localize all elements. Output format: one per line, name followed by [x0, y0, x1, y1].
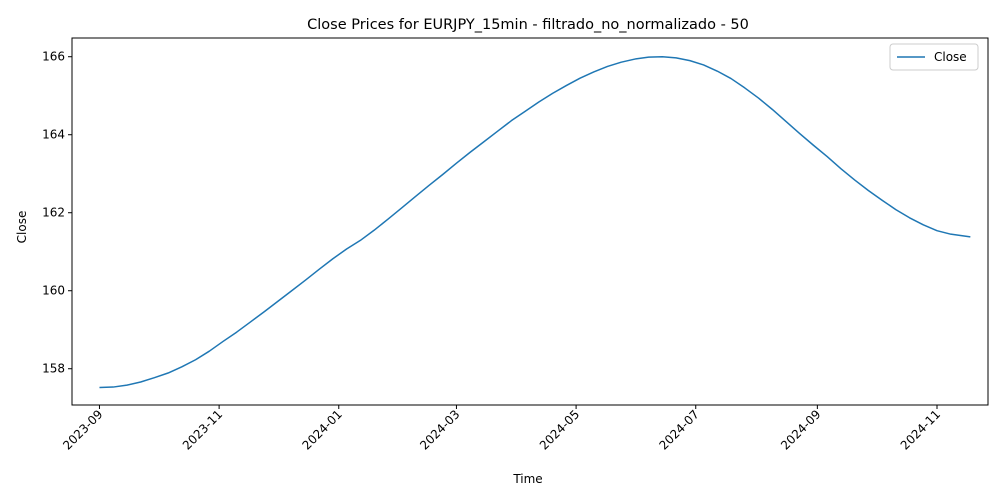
y-tick-label: 158: [42, 362, 65, 376]
y-tick-label: 162: [42, 206, 65, 220]
y-axis-title: Close: [15, 211, 29, 244]
legend: Close: [889, 43, 979, 71]
legend-box: [889, 43, 979, 71]
series-line-close: [99, 55, 971, 389]
x-axis-title: Time: [512, 472, 542, 486]
y-tick-label: 160: [42, 284, 65, 298]
chart-title: Close Prices for EURJPY_15min - filtrado…: [307, 17, 749, 33]
plot-frame: [71, 37, 989, 406]
y-tick-label: 166: [42, 50, 65, 64]
legend-label-close: Close: [934, 50, 967, 64]
y-tick-label: 164: [42, 128, 65, 142]
